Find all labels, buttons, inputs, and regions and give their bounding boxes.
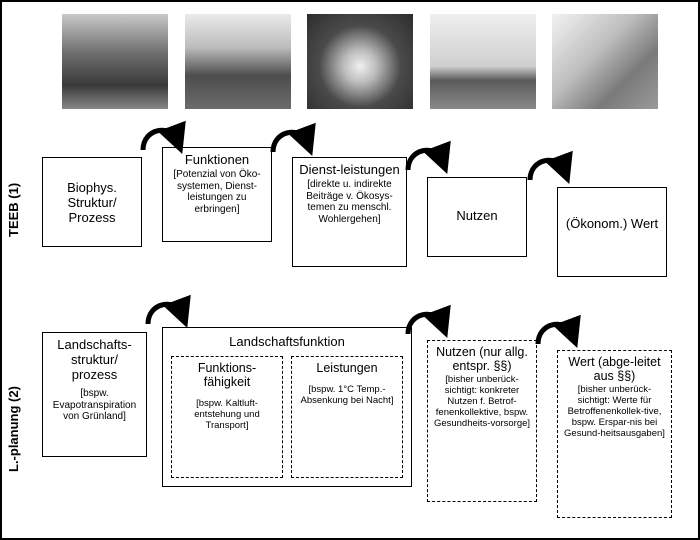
lp-inner1-sub: [bspw. Kaltluft-entstehung und Transport… bbox=[176, 399, 278, 432]
lp-box-nutzen: Nutzen (nur allg. entspr. §§) [bisher un… bbox=[427, 340, 537, 502]
diagram-frame: TEEB (1) L.-planung (2) Biophys. Struktu… bbox=[0, 0, 700, 540]
row-label-lplanung: L.-planung (2) bbox=[6, 386, 21, 472]
images-row bbox=[2, 2, 698, 117]
teeb-box5-title: (Ökonom.) Wert bbox=[562, 216, 662, 231]
image-bee-flower bbox=[307, 14, 413, 109]
lp-inner1-title: Funktions-fähigkeit bbox=[176, 361, 278, 389]
lp-box4-sub: [bisher unberück-sichtigt: Werte für Bet… bbox=[562, 385, 667, 440]
lp-box3-title: Nutzen (nur allg. entspr. §§) bbox=[432, 345, 532, 373]
teeb-box2-sub: [Potenzial von Öko-systemen, Dienst-leis… bbox=[167, 169, 267, 215]
lp-inner2-title: Leistungen bbox=[296, 361, 398, 375]
arrow-lp-1 bbox=[142, 294, 192, 334]
lp-box-struktur: Landschafts-struktur/ prozess [bspw. Eva… bbox=[42, 332, 147, 457]
teeb-box3-sub: [direkte u. indirekte Beiträge v. Ökosys… bbox=[297, 179, 402, 225]
image-coins bbox=[552, 14, 658, 109]
teeb-box-funktionen: Funktionen [Potenzial von Öko-systemen, … bbox=[162, 147, 272, 242]
arrow-teeb-2 bbox=[267, 122, 317, 162]
image-bud bbox=[430, 14, 536, 109]
content-area: TEEB (1) L.-planung (2) Biophys. Struktu… bbox=[2, 122, 698, 538]
teeb-box1-title: Biophys. Struktur/ Prozess bbox=[47, 180, 137, 225]
arrow-teeb-3 bbox=[402, 140, 452, 180]
row-label-teeb: TEEB (1) bbox=[6, 183, 21, 237]
arrow-teeb-4 bbox=[524, 150, 574, 190]
teeb-box3-title: Dienst-leistungen bbox=[297, 162, 402, 177]
arrow-teeb-1 bbox=[137, 120, 187, 160]
lp-box3-sub: [bisher unberück-sichtigt: konkreter Nut… bbox=[432, 375, 532, 430]
teeb-box-biophys: Biophys. Struktur/ Prozess bbox=[42, 157, 142, 247]
teeb-box-wert: (Ökonom.) Wert bbox=[557, 187, 667, 277]
teeb-box-dienstleistungen: Dienst-leistungen [direkte u. indirekte … bbox=[292, 157, 407, 267]
arrow-lp-3 bbox=[532, 314, 582, 354]
lp-inner-leistungen: Leistungen [bspw. 1°C Temp.-Absenkung be… bbox=[291, 356, 403, 478]
lp-box-wert: Wert (abge-leitet aus §§) [bisher unberü… bbox=[557, 350, 672, 518]
image-landscape-water bbox=[62, 14, 168, 109]
lp-inner2-sub: [bspw. 1°C Temp.-Absenkung bei Nacht] bbox=[296, 385, 398, 407]
image-field-mountain bbox=[185, 14, 291, 109]
teeb-box4-title: Nutzen bbox=[432, 208, 522, 223]
arrow-lp-2 bbox=[402, 304, 452, 344]
lp-container-title: Landschaftsfunktion bbox=[167, 334, 407, 349]
lp-box1-sub: [bspw. Evapotranspiration von Grünland] bbox=[47, 388, 142, 423]
lp-container-landschaftsfunktion: Landschaftsfunktion Funktions-fähigkeit … bbox=[162, 327, 412, 487]
teeb-box-nutzen: Nutzen bbox=[427, 177, 527, 257]
lp-box1-title: Landschafts-struktur/ prozess bbox=[47, 337, 142, 382]
lp-box4-title: Wert (abge-leitet aus §§) bbox=[562, 355, 667, 383]
lp-inner-funktionsfaehigkeit: Funktions-fähigkeit [bspw. Kaltluft-ents… bbox=[171, 356, 283, 478]
